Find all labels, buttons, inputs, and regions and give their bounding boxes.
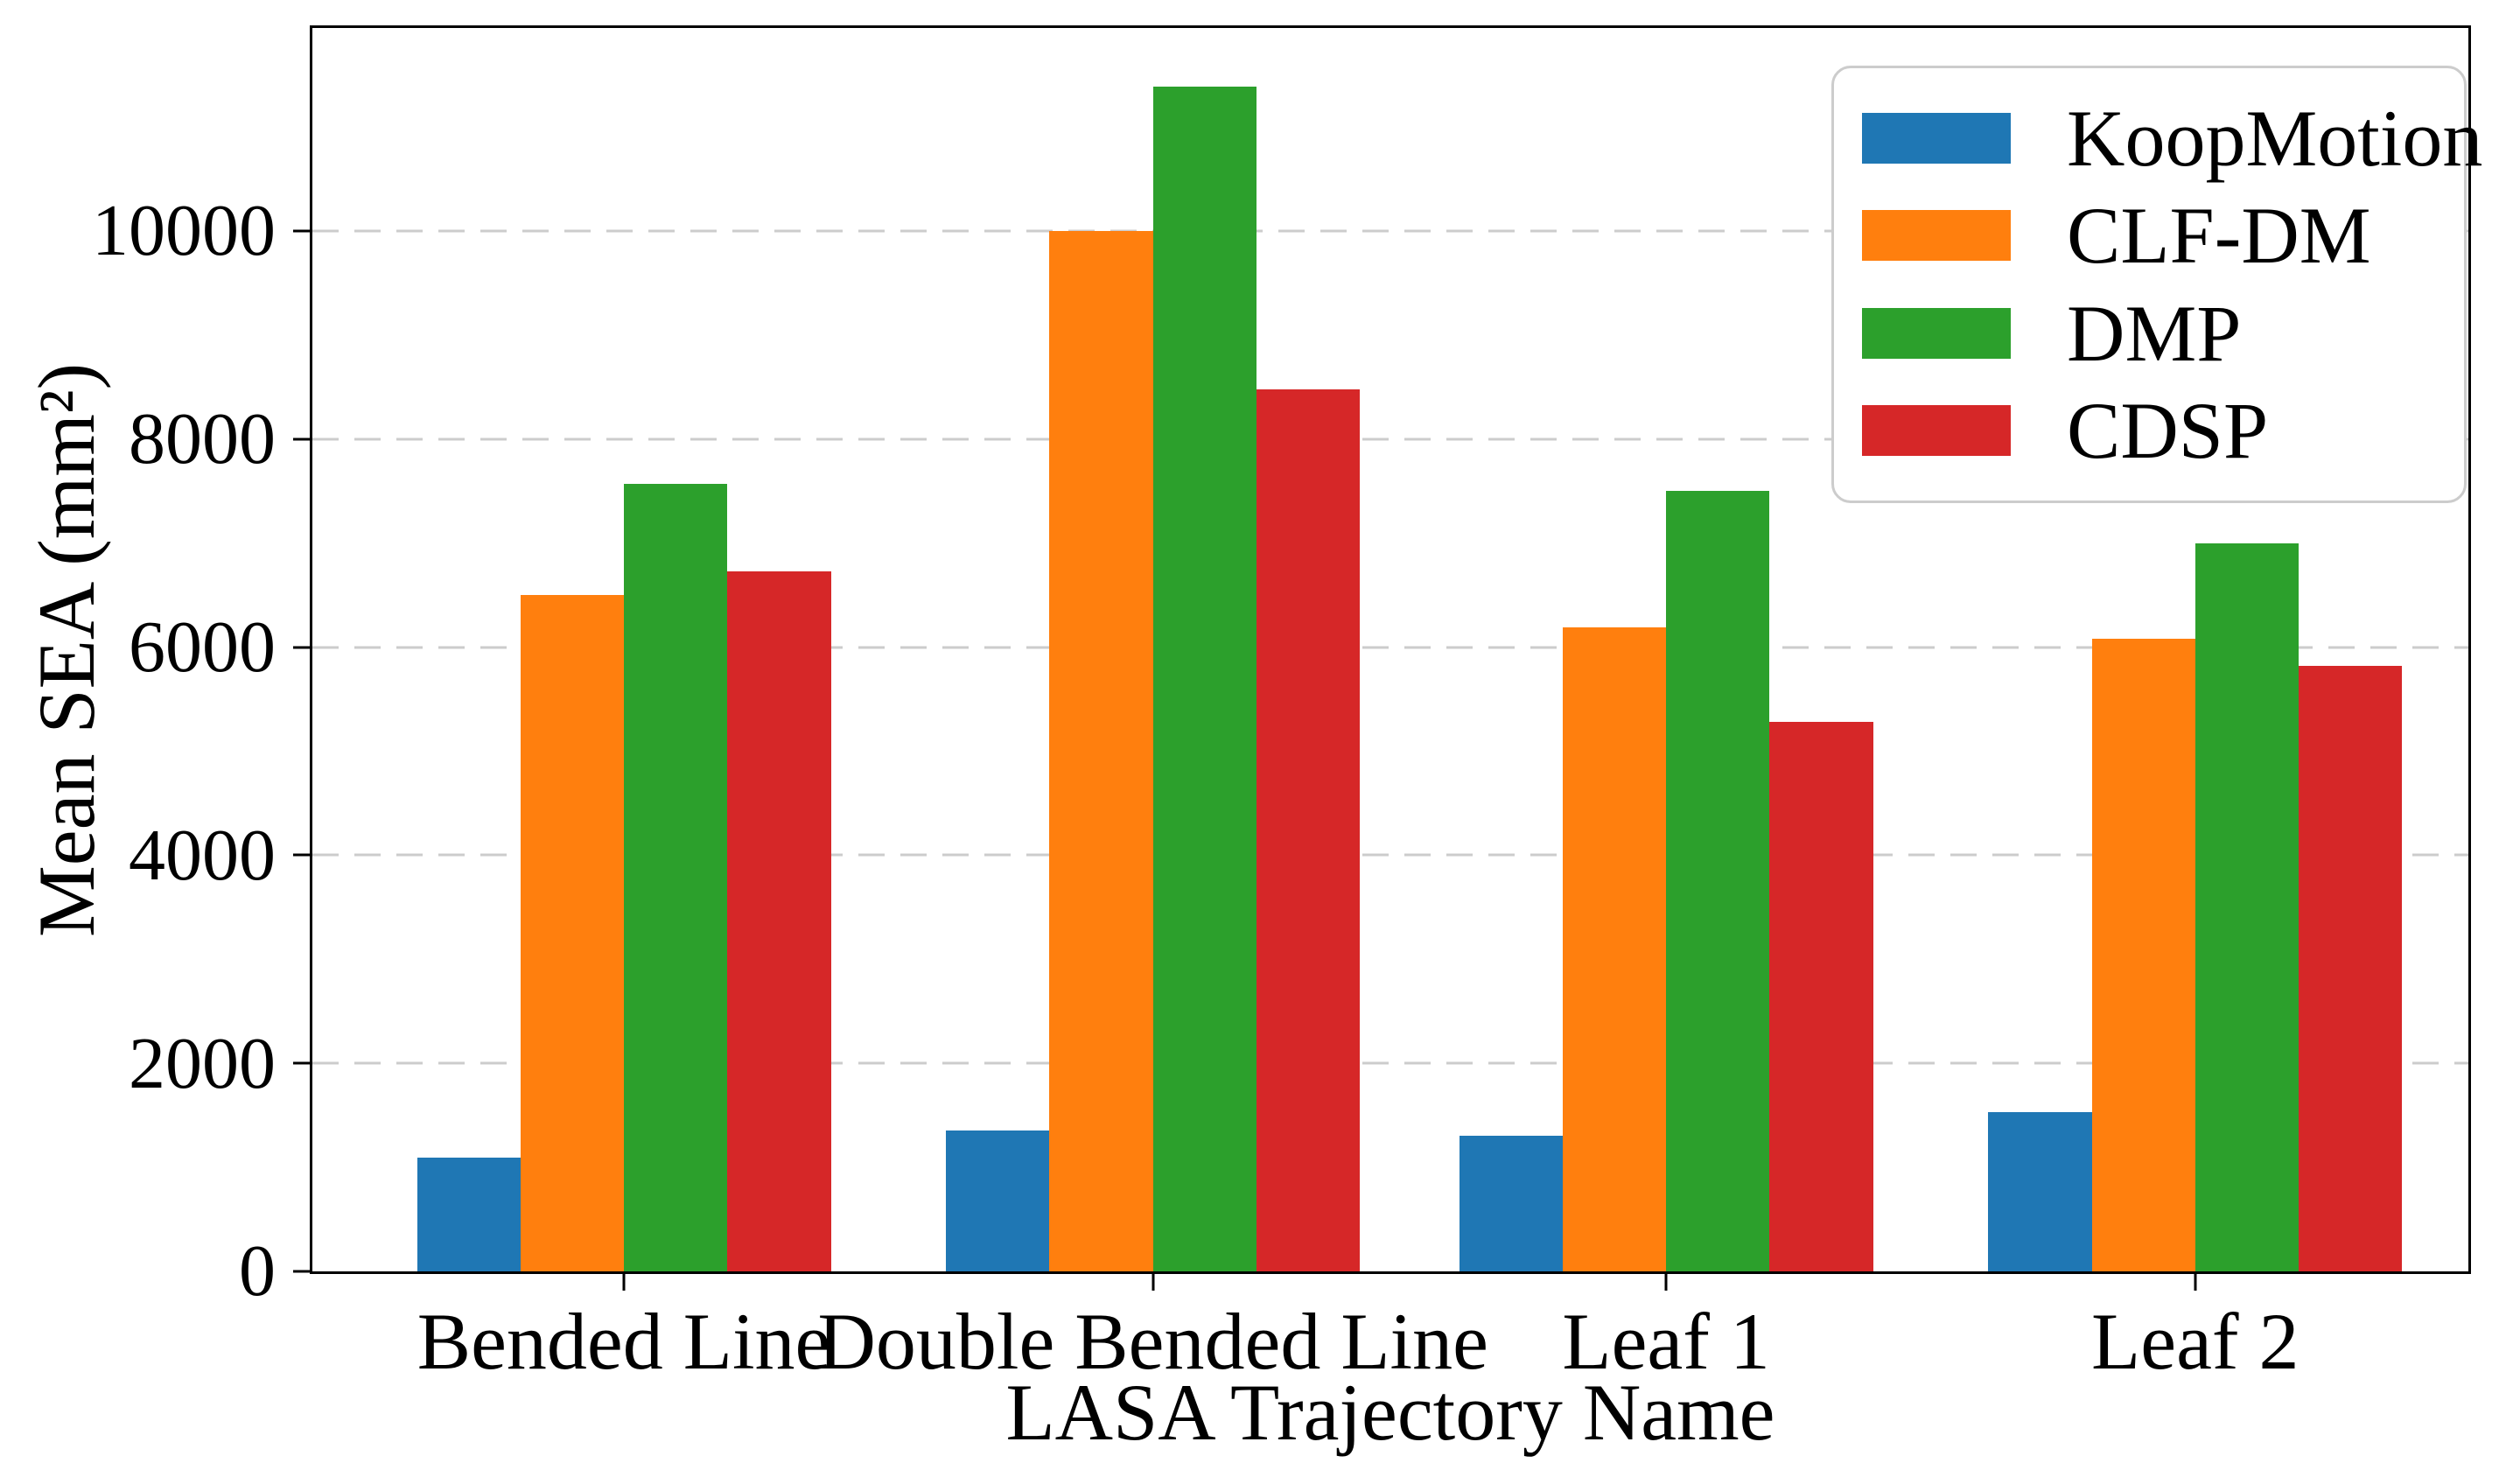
- y-tick-mark: [293, 853, 312, 857]
- bar-dmp: [1152, 86, 1256, 1271]
- legend-swatch-cdsp: [1862, 405, 2011, 457]
- y-tick-label: 4000: [129, 814, 276, 896]
- legend-item: KoopMotion: [1862, 98, 2482, 178]
- y-tick-label: 8000: [129, 397, 276, 480]
- bar-koopmotion: [946, 1130, 1050, 1271]
- legend-label: CDSP: [2067, 386, 2269, 476]
- legend-swatch-koopmotion: [1862, 112, 2011, 164]
- bar-dmp: [1666, 491, 1770, 1271]
- x-tick-mark: [1664, 1271, 1668, 1291]
- bar-cdsp: [1256, 388, 1361, 1271]
- legend-label: CLF-DM: [2067, 191, 2371, 281]
- bar-koopmotion: [1988, 1112, 2092, 1271]
- gridline: [312, 1061, 2468, 1065]
- y-tick-mark: [293, 646, 312, 649]
- legend-item: DMP: [1862, 293, 2446, 374]
- gridline: [312, 438, 2468, 441]
- x-tick-label: Double Bended Line: [817, 1297, 1488, 1386]
- legend-label: KoopMotion: [2067, 93, 2483, 183]
- plot-area: KoopMotion CLF-DM DMP CDSP 0 2000 4000 6000 800…: [92, 25, 2482, 1382]
- legend-swatch-dmp: [1862, 307, 2011, 359]
- legend-label: DMP: [2067, 288, 2242, 378]
- bar-clf-dm: [1049, 230, 1153, 1271]
- bar-koopmotion: [1459, 1136, 1563, 1271]
- y-tick-label: 6000: [129, 606, 276, 688]
- bar-clf-dm: [520, 595, 625, 1271]
- y-tick-mark: [293, 1270, 312, 1273]
- x-tick-mark: [622, 1271, 626, 1291]
- gridline: [312, 853, 2468, 857]
- x-tick-mark: [2194, 1271, 2197, 1291]
- legend: KoopMotion CLF-DM DMP CDSP: [1831, 66, 2482, 503]
- gridline: [312, 646, 2468, 649]
- bar-cdsp: [1769, 722, 1873, 1271]
- bar-koopmotion: [416, 1158, 521, 1271]
- y-tick-label: 2000: [129, 1022, 276, 1104]
- bar-clf-dm: [2091, 639, 2195, 1271]
- y-tick-mark: [293, 229, 312, 233]
- y-tick-label: 10000: [92, 190, 276, 272]
- x-tick-label: Leaf 2: [2091, 1297, 2300, 1386]
- bar-dmp: [2194, 542, 2300, 1271]
- y-tick-mark: [293, 438, 312, 441]
- y-tick-mark: [293, 1061, 312, 1065]
- bar-cdsp: [2299, 665, 2403, 1271]
- bar-dmp: [624, 483, 728, 1271]
- x-tick-mark: [1152, 1271, 1155, 1291]
- legend-item: CDSP: [1862, 390, 2446, 471]
- x-tick-label: Bended Line: [416, 1297, 831, 1386]
- x-axis-title: LASA Trajectory Name: [1005, 1368, 1775, 1457]
- gridline: [312, 229, 2468, 233]
- legend-swatch-clf-dm: [1862, 210, 2011, 262]
- legend-item: CLF-DM: [1862, 195, 2446, 276]
- x-tick-label: Leaf 1: [1562, 1297, 1770, 1386]
- bar-cdsp: [727, 570, 831, 1271]
- bar-clf-dm: [1562, 626, 1667, 1271]
- y-tick-label: 0: [239, 1230, 276, 1312]
